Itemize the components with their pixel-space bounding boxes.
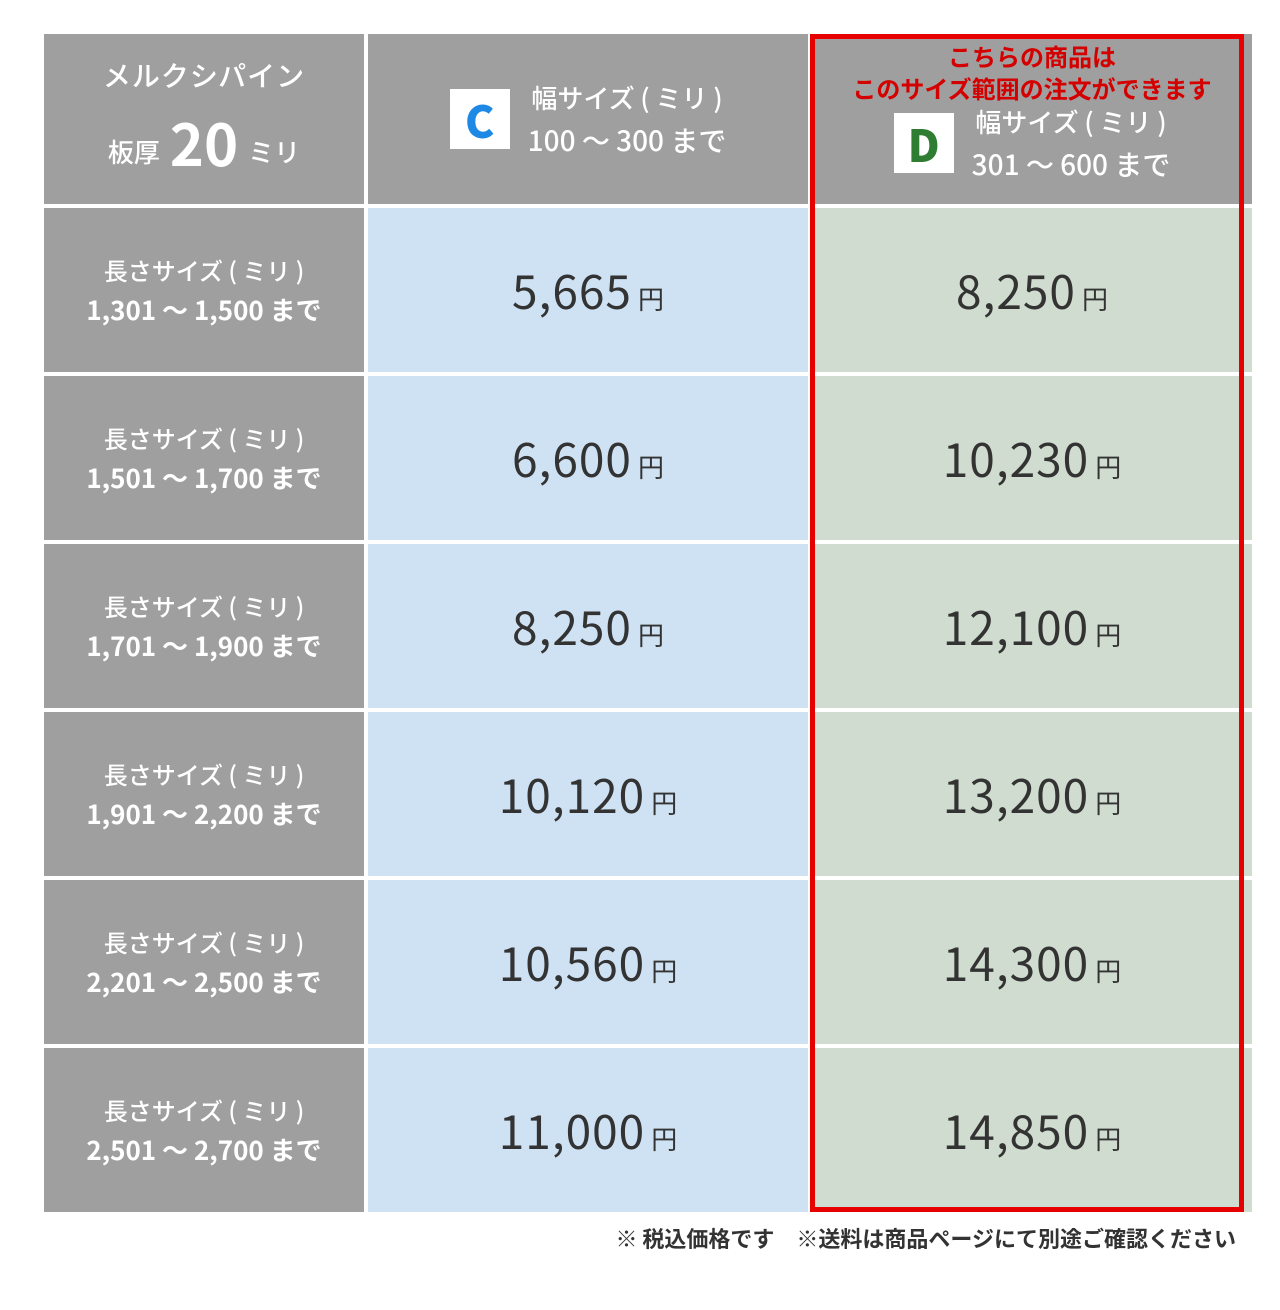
price-value: 14,300 [943,929,1089,995]
rowhead-label: 長さサイズ ( ミリ ) [44,420,364,456]
length-range-header: 長さサイズ ( ミリ )1,301 〜 1,500 まで [44,208,364,372]
yen-label: 円 [1089,952,1121,989]
rowhead-range: 2,501 〜 2,700 まで [44,1130,364,1169]
rowhead-range: 2,201 〜 2,500 まで [44,962,364,1001]
length-range-header: 長さサイズ ( ミリ )2,501 〜 2,700 まで [44,1048,364,1212]
rowhead-label: 長さサイズ ( ミリ ) [44,1092,364,1128]
price-cell: 10,560円 [368,880,808,1044]
price-cell: 11,000円 [368,1048,808,1212]
col-d-label: 幅サイズ ( ミリ ) [972,103,1171,140]
length-range-header: 長さサイズ ( ミリ )2,201 〜 2,500 まで [44,880,364,1044]
length-range-header: 長さサイズ ( ミリ )1,701 〜 1,900 まで [44,544,364,708]
rowhead-range: 1,301 〜 1,500 まで [44,290,364,329]
price-value: 11,000 [499,1097,645,1163]
rowhead-label: 長さサイズ ( ミリ ) [44,588,364,624]
yen-label: 円 [645,784,677,821]
thickness-spec: 板厚 20 ミリ [44,101,364,182]
price-value: 10,230 [943,425,1089,491]
column-header-D: こちらの商品は このサイズ範囲の注文ができます D 幅サイズ ( ミリ ) 30… [812,34,1252,204]
price-cell: 6,600円 [368,376,808,540]
price-cell: 8,250円 [368,544,808,708]
price-cell: 13,200円 [812,712,1252,876]
rowhead-label: 長さサイズ ( ミリ ) [44,924,364,960]
price-value: 14,850 [943,1097,1089,1163]
badge-d-icon: D [894,113,954,173]
badge-c-icon: C [450,89,510,149]
rowhead-label: 長さサイズ ( ミリ ) [44,756,364,792]
pricing-row: 長さサイズ ( ミリ )2,201 〜 2,500 まで10,560円14,30… [44,880,1252,1044]
length-range-header: 長さサイズ ( ミリ )1,501 〜 1,700 まで [44,376,364,540]
rowhead-label: 長さサイズ ( ミリ ) [44,252,364,288]
pricing-row: 長さサイズ ( ミリ )2,501 〜 2,700 まで11,000円14,85… [44,1048,1252,1212]
rowhead-range: 1,501 〜 1,700 まで [44,458,364,497]
rowhead-range: 1,901 〜 2,200 まで [44,794,364,833]
yen-label: 円 [632,616,664,653]
col-c-label: 幅サイズ ( ミリ ) [528,79,727,116]
yen-label: 円 [1076,280,1108,317]
price-value: 5,665 [512,257,632,323]
column-header-C: C 幅サイズ ( ミリ ) 100 〜 300 まで [368,34,808,204]
yen-label: 円 [645,952,677,989]
pricing-row: 長さサイズ ( ミリ )1,301 〜 1,500 まで5,665円8,250円 [44,208,1252,372]
price-cell: 10,120円 [368,712,808,876]
length-range-header: 長さサイズ ( ミリ )1,901 〜 2,200 まで [44,712,364,876]
yen-label: 円 [645,1120,677,1157]
yen-label: 円 [1089,616,1121,653]
pricing-row: 長さサイズ ( ミリ )1,501 〜 1,700 まで6,600円10,230… [44,376,1252,540]
yen-label: 円 [632,280,664,317]
pricing-row: 長さサイズ ( ミリ )1,701 〜 1,900 まで8,250円12,100… [44,544,1252,708]
column-d-callout: こちらの商品は このサイズ範囲の注文ができます [812,40,1252,105]
yen-label: 円 [1089,784,1121,821]
pricing-row: 長さサイズ ( ミリ )1,901 〜 2,200 まで10,120円13,20… [44,712,1252,876]
price-cell: 14,300円 [812,880,1252,1044]
product-name: メルクシパイン [44,56,364,95]
pricing-table-container: メルクシパイン 板厚 20 ミリ C 幅サイズ ( ミリ ) 100 〜 30 [40,30,1240,1216]
price-cell: 10,230円 [812,376,1252,540]
yen-label: 円 [632,448,664,485]
price-value: 8,250 [956,257,1076,323]
product-spec-header: メルクシパイン 板厚 20 ミリ [44,34,364,204]
pricing-table: メルクシパイン 板厚 20 ミリ C 幅サイズ ( ミリ ) 100 〜 30 [40,30,1256,1216]
price-cell: 12,100円 [812,544,1252,708]
price-cell: 8,250円 [812,208,1252,372]
price-value: 10,560 [499,929,645,995]
price-value: 6,600 [512,425,632,491]
price-cell: 5,665円 [368,208,808,372]
price-value: 12,100 [943,593,1089,659]
yen-label: 円 [1089,1120,1121,1157]
price-value: 8,250 [512,593,632,659]
yen-label: 円 [1089,448,1121,485]
col-c-range: 100 〜 300 まで [528,120,727,160]
price-cell: 14,850円 [812,1048,1252,1212]
rowhead-range: 1,701 〜 1,900 まで [44,626,364,665]
price-value: 10,120 [499,761,645,827]
price-value: 13,200 [943,761,1089,827]
pricing-footnote: ※ 税込価格です ※送料は商品ページにて別途ご確認ください [40,1222,1240,1254]
col-d-range: 301 〜 600 まで [972,144,1171,184]
